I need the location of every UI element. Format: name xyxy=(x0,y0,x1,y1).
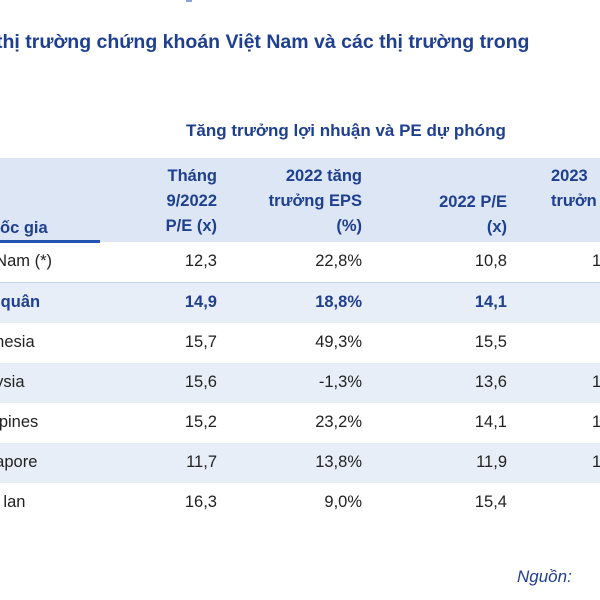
row-pe-sep: 12,3 xyxy=(184,252,217,270)
table-row: ippines 15,2 23,2% 14,1 1 xyxy=(0,403,600,444)
table-row-average: h quân 14,9 18,8% 14,1 xyxy=(0,283,600,323)
row-pe-2022: 11,9 xyxy=(476,453,507,471)
row-country: h quân xyxy=(0,293,41,311)
table-subtitle: Tăng trưởng lợi nhuận và PE dự phóng xyxy=(186,121,506,140)
header-growth-2023: 2023 trưởn xyxy=(551,167,597,210)
table-row: ái lan 16,3 9,0% 15,4 xyxy=(0,483,600,523)
row-country: aysia xyxy=(0,373,25,391)
row-pe-2022: 10,8 xyxy=(474,252,507,270)
row-eps-growth: 9,0% xyxy=(324,493,362,511)
row-pe-sep: 15,7 xyxy=(184,333,217,351)
row-growth-2023: 1 xyxy=(592,252,600,270)
row-eps-growth: 22,8% xyxy=(315,252,362,270)
row-pe-sep: 14,9 xyxy=(184,293,217,311)
table-row: onesia 15,7 49,3% 15,5 xyxy=(0,323,600,364)
row-country: onesia xyxy=(0,333,35,351)
row-eps-growth: 18,8% xyxy=(315,293,362,311)
row-pe-sep: 15,2 xyxy=(184,413,217,431)
row-eps-growth: 13,8% xyxy=(315,453,362,471)
row-eps-growth: 23,2% xyxy=(315,413,362,431)
row-country: t Nam (*) xyxy=(0,252,52,270)
table-header xyxy=(0,158,600,242)
row-pe-sep: 15,6 xyxy=(184,373,217,391)
header-eps-growth-2022: 2022 tăng trưởng EPS (%) xyxy=(268,167,362,235)
row-pe-sep: 11,7 xyxy=(186,453,217,471)
row-pe-2022: 14,1 xyxy=(474,413,507,431)
row-pe-2022: 15,5 xyxy=(474,333,507,351)
row-pe-sep: 16,3 xyxy=(184,493,217,511)
table-row: gapore 11,7 13,8% 11,9 1 xyxy=(0,443,600,483)
row-growth-2023: 1 xyxy=(592,453,600,471)
row-eps-growth: -1,3% xyxy=(318,373,362,391)
source-note: Nguồn: xyxy=(517,567,572,586)
page-title: thị trường chứng khoán Việt Nam và các t… xyxy=(0,31,530,53)
header-country: ốc gia xyxy=(0,219,48,237)
table-row: t Nam (*) 12,3 22,8% 10,8 1 xyxy=(0,242,600,283)
row-country: ái lan xyxy=(0,493,26,511)
row-eps-growth: 49,3% xyxy=(315,333,362,351)
row-country: gapore xyxy=(0,453,38,471)
table-row: aysia 15,6 -1,3% 13,6 1 xyxy=(0,363,600,403)
row-growth-2023: 1 xyxy=(592,373,600,391)
row-pe-2022: 15,4 xyxy=(474,493,507,511)
header-pe-2022: 2022 P/E (x) xyxy=(439,193,507,236)
row-growth-2023: 1 xyxy=(592,413,600,431)
row-pe-2022: 14,1 xyxy=(474,293,507,311)
header-underline xyxy=(0,240,100,243)
row-pe-2022: 13,6 xyxy=(474,373,507,391)
header-pe-sep-2022: Tháng 9/2022 P/E (x) xyxy=(165,167,217,235)
top-decoration xyxy=(186,0,192,2)
row-country: ippines xyxy=(0,413,39,431)
